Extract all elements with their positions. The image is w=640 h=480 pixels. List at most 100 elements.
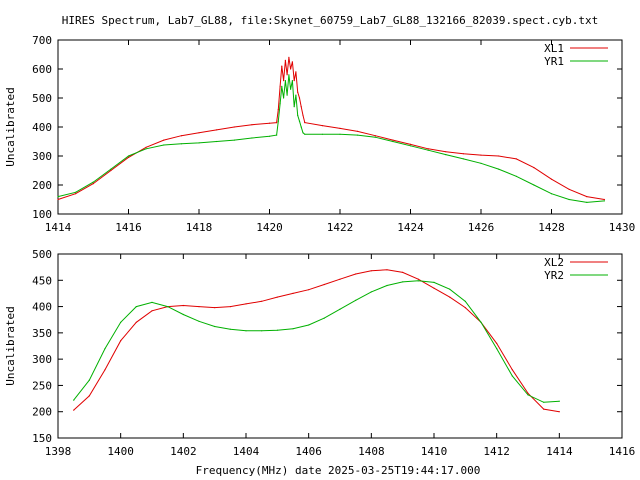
data-point-xl2 bbox=[339, 278, 341, 280]
data-point-xl1 bbox=[233, 126, 235, 128]
y-tick-label: 300 bbox=[32, 150, 52, 163]
data-point-xl1 bbox=[304, 122, 306, 124]
data-point-yr2 bbox=[511, 375, 513, 377]
data-point-yr1 bbox=[462, 158, 464, 160]
x-tick-label: 1408 bbox=[358, 445, 385, 458]
x-tick-label: 1406 bbox=[295, 445, 322, 458]
data-point-yr2 bbox=[496, 348, 498, 350]
data-point-yr1 bbox=[216, 140, 218, 143]
data-point-yr1 bbox=[291, 80, 293, 82]
x-tick-label: 1424 bbox=[397, 221, 424, 234]
data-point-yr1 bbox=[284, 80, 286, 82]
data-point-xl1 bbox=[339, 127, 341, 129]
data-point-xl2 bbox=[527, 392, 529, 394]
data-point-yr1 bbox=[233, 139, 235, 141]
data-point-xl1 bbox=[480, 154, 482, 156]
data-point-yr2 bbox=[527, 394, 529, 396]
data-point-xl1 bbox=[92, 183, 94, 185]
data-point-yr1 bbox=[304, 133, 306, 135]
data-point-yr1 bbox=[127, 155, 130, 157]
data-point-xl2 bbox=[464, 307, 466, 309]
data-point-yr2 bbox=[543, 401, 545, 403]
data-point-xl2 bbox=[558, 411, 560, 413]
legend-label-yr2: YR2 bbox=[544, 269, 564, 282]
data-point-yr1 bbox=[251, 137, 253, 139]
data-point-xl2 bbox=[511, 369, 513, 371]
x-tick-label: 1400 bbox=[107, 445, 134, 458]
data-point-xl1 bbox=[281, 65, 283, 67]
data-point-xl2 bbox=[135, 321, 137, 323]
data-point-xl2 bbox=[182, 304, 184, 307]
data-point-yr1 bbox=[533, 184, 535, 186]
y-tick-label: 400 bbox=[32, 121, 52, 134]
data-point-yr1 bbox=[550, 193, 553, 195]
data-point-yr1 bbox=[297, 114, 299, 116]
y-tick-label: 500 bbox=[32, 92, 52, 105]
data-point-xl1 bbox=[251, 124, 253, 126]
data-point-yr1 bbox=[268, 135, 271, 137]
data-point-yr2 bbox=[198, 320, 200, 322]
data-point-xl2 bbox=[214, 307, 216, 309]
data-point-yr2 bbox=[120, 321, 122, 323]
data-point-xl1 bbox=[427, 148, 429, 150]
data-point-xl2 bbox=[198, 306, 200, 308]
x-tick-label: 1418 bbox=[186, 221, 213, 234]
data-point-xl1 bbox=[57, 198, 59, 201]
data-point-xl1 bbox=[145, 146, 147, 148]
data-point-yr1 bbox=[276, 134, 278, 136]
data-point-xl1 bbox=[279, 85, 281, 87]
x-tick-label: 1402 bbox=[170, 445, 197, 458]
data-point-xl1 bbox=[75, 193, 77, 195]
data-point-yr1 bbox=[586, 201, 588, 203]
data-point-xl2 bbox=[355, 273, 357, 275]
data-point-yr1 bbox=[283, 97, 285, 99]
data-point-yr1 bbox=[75, 191, 77, 193]
y-tick-label: 600 bbox=[32, 63, 52, 76]
data-point-xl1 bbox=[300, 106, 302, 108]
data-point-yr1 bbox=[298, 120, 301, 122]
x-tick-label: 1414 bbox=[45, 221, 72, 234]
data-point-xl1 bbox=[586, 196, 588, 198]
x-tick-label: 1426 bbox=[468, 221, 495, 234]
data-point-xl1 bbox=[533, 167, 535, 169]
y-tick-label: 700 bbox=[32, 34, 52, 47]
data-point-yr1 bbox=[300, 126, 302, 128]
data-point-xl1 bbox=[127, 156, 130, 158]
data-point-xl2 bbox=[229, 306, 231, 308]
data-point-yr1 bbox=[163, 144, 165, 146]
data-point-yr1 bbox=[281, 85, 283, 87]
data-point-yr1 bbox=[409, 145, 412, 147]
y-tick-label: 150 bbox=[32, 432, 52, 445]
data-point-xl1 bbox=[603, 198, 606, 201]
x-tick-label: 1430 bbox=[609, 221, 636, 234]
data-point-xl2 bbox=[323, 283, 325, 286]
data-point-yr2 bbox=[151, 301, 153, 303]
data-point-xl1 bbox=[277, 109, 279, 111]
data-point-yr2 bbox=[276, 329, 278, 331]
data-point-yr1 bbox=[339, 133, 341, 135]
data-point-xl1 bbox=[550, 178, 553, 180]
data-point-xl1 bbox=[198, 132, 200, 134]
data-point-yr1 bbox=[515, 175, 517, 177]
data-point-xl1 bbox=[293, 80, 295, 82]
data-point-yr2 bbox=[167, 306, 169, 308]
data-point-yr2 bbox=[339, 308, 341, 310]
x-axis-label: Frequency(MHz) date 2025-03-25T19:44:17.… bbox=[196, 464, 481, 477]
x-tick-label: 1416 bbox=[609, 445, 636, 458]
data-point-xl1 bbox=[216, 129, 218, 131]
data-point-xl2 bbox=[433, 287, 435, 289]
data-point-xl1 bbox=[302, 114, 304, 116]
data-point-yr2 bbox=[480, 321, 482, 323]
data-point-xl1 bbox=[462, 153, 464, 155]
data-point-xl1 bbox=[374, 135, 376, 137]
data-point-xl2 bbox=[120, 340, 122, 342]
data-point-yr2 bbox=[292, 328, 294, 330]
data-point-yr2 bbox=[261, 330, 263, 332]
data-point-yr1 bbox=[110, 168, 112, 170]
data-point-yr2 bbox=[370, 291, 372, 293]
data-point-yr1 bbox=[427, 149, 429, 151]
data-point-xl1 bbox=[409, 143, 412, 145]
data-point-xl1 bbox=[297, 91, 299, 93]
data-point-xl2 bbox=[73, 409, 75, 411]
series-line-xl2 bbox=[73, 269, 560, 413]
